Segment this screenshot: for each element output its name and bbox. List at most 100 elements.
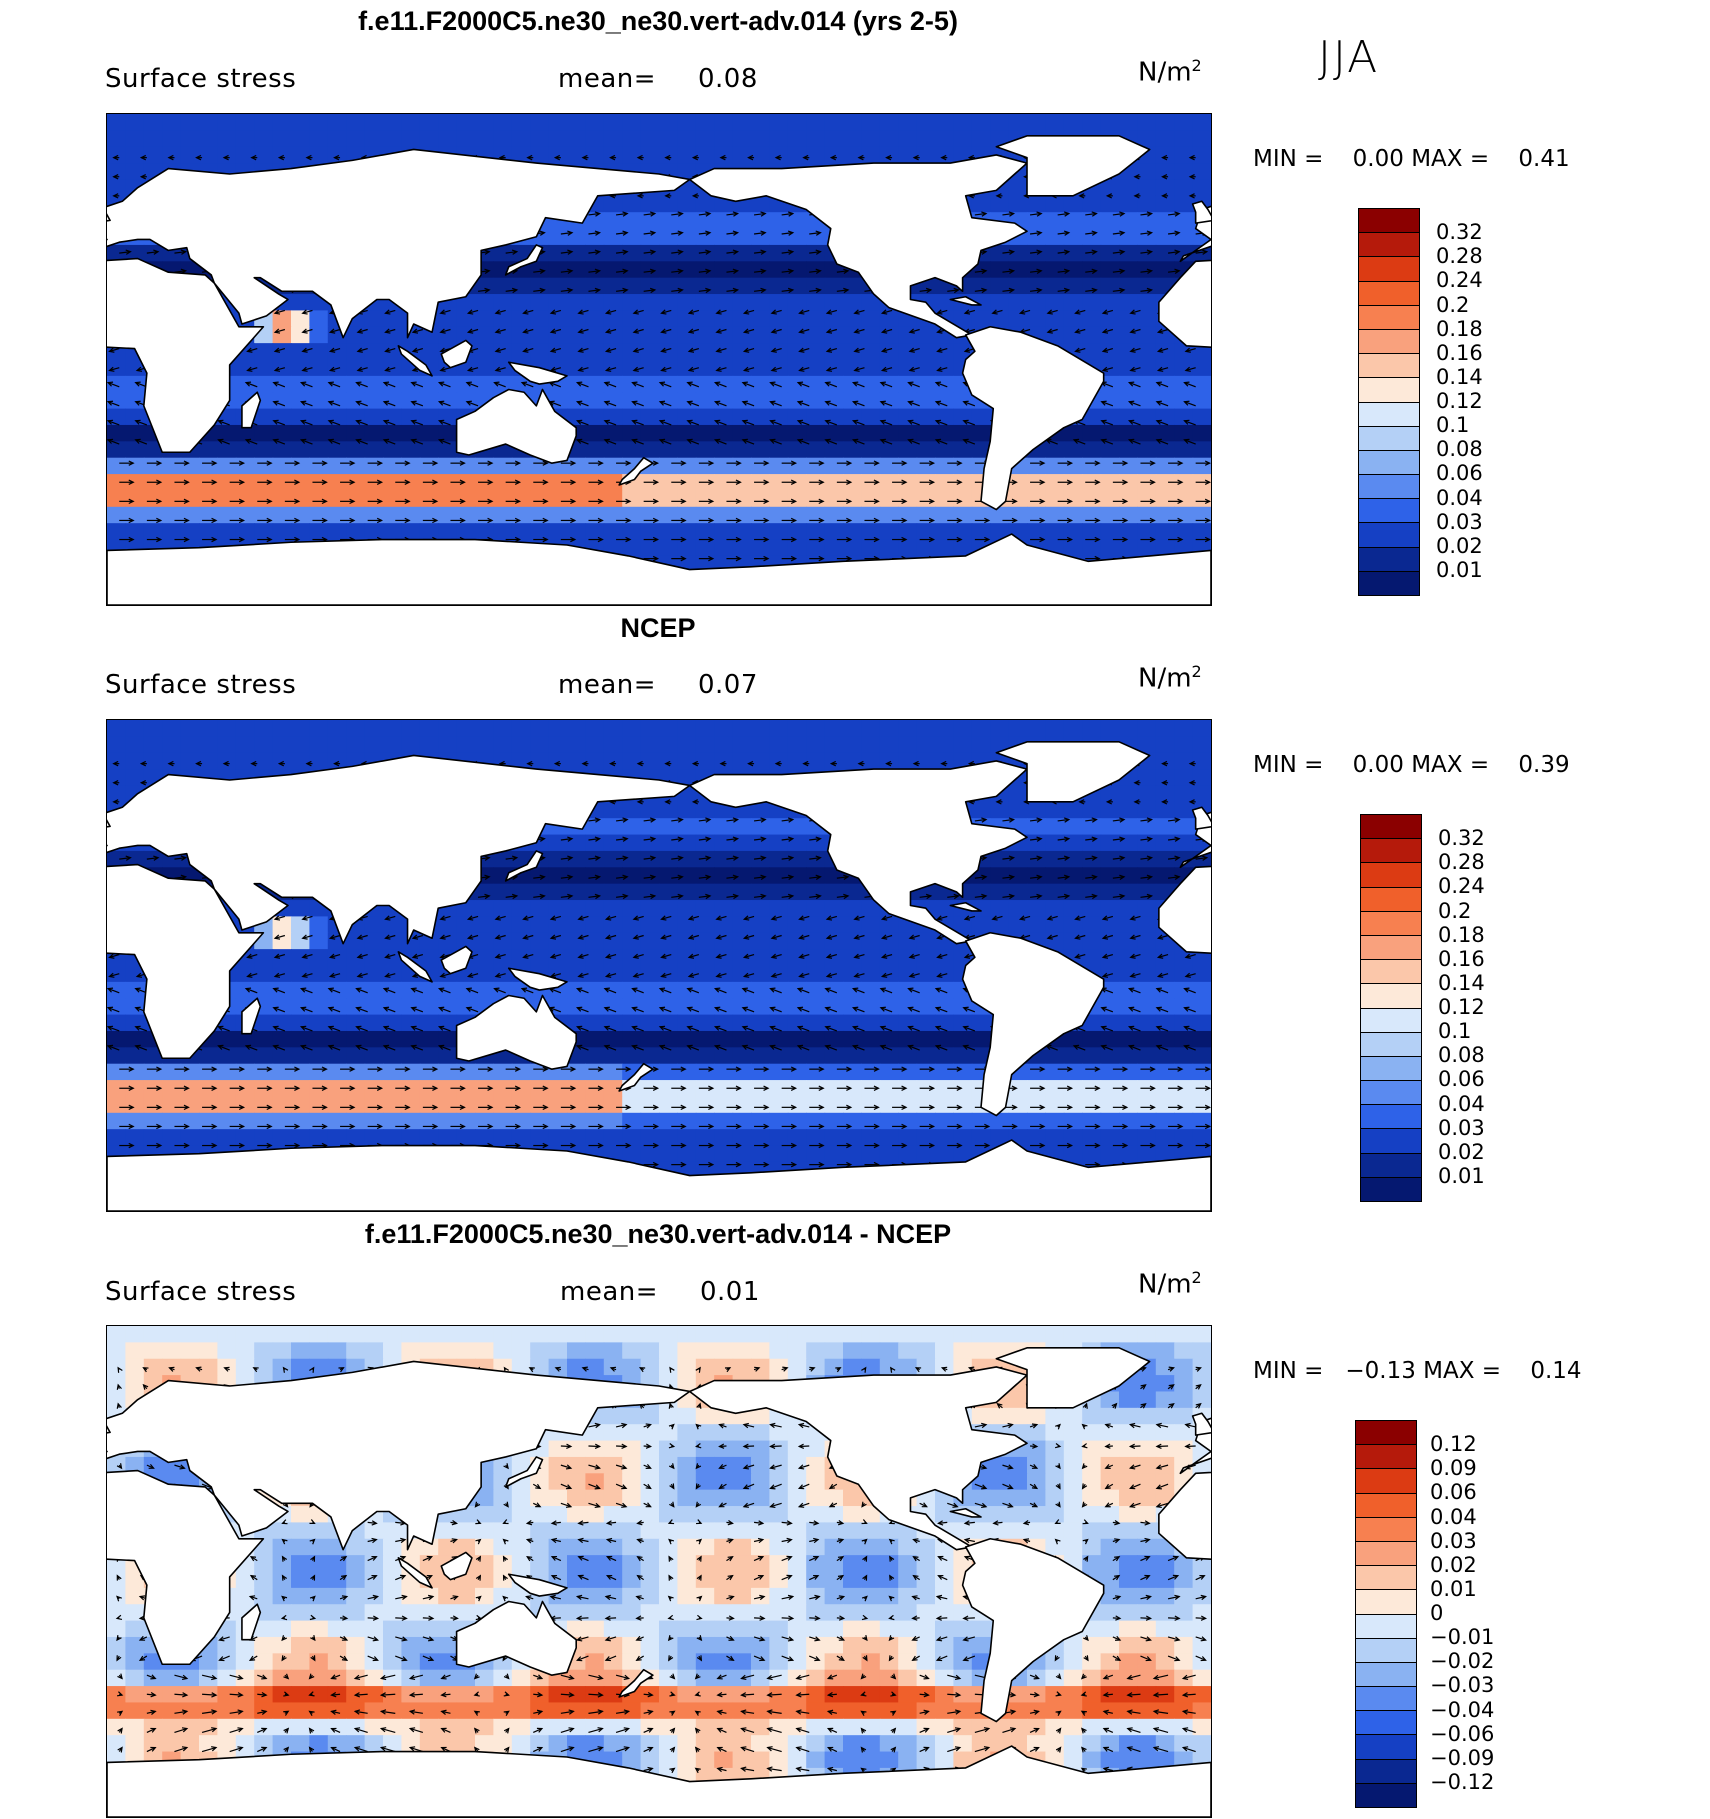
landmass-borneo	[440, 945, 473, 975]
colorbar-tick-label: 0.16	[1436, 340, 1483, 365]
colorbar-tick-label: 0.06	[1436, 461, 1483, 486]
colorbar-tick-label: 0.24	[1436, 268, 1483, 293]
colorbar-tick-label: 0.2	[1436, 292, 1470, 317]
landmass-africa	[1158, 865, 1211, 954]
colorbar-swatch	[1359, 499, 1419, 524]
landmass-cuba	[949, 295, 982, 306]
panel-3-max-label: MAX =	[1423, 1358, 1502, 1384]
landmass-borneo	[440, 339, 473, 369]
panel-3-min-label: MIN =	[1253, 1358, 1324, 1384]
colorbar-swatch	[1361, 839, 1421, 864]
colorbar-tick-label: −0.02	[1430, 1649, 1495, 1674]
colorbar-tick-label: −0.06	[1430, 1721, 1495, 1746]
colorbar-tick-label: 0.02	[1436, 533, 1483, 558]
landmass-nz	[618, 1062, 654, 1092]
colorbar-tick-label: 0.32	[1438, 826, 1485, 851]
colorbar-swatch	[1356, 1614, 1416, 1639]
panel-2-map-svg	[107, 720, 1211, 1211]
panel-2-max-value: 0.39	[1518, 752, 1570, 778]
panel-1-variable: Surface stress	[105, 64, 297, 94]
colorbar-tick-label: 0.01	[1436, 557, 1483, 582]
panel-2-minmax: MIN = 0.00 MAX = 0.39	[1253, 752, 1570, 778]
colorbar-tick-label: 0.14	[1436, 364, 1483, 389]
panel-3-max-value: 0.14	[1530, 1358, 1582, 1384]
colorbar-swatch	[1359, 354, 1419, 379]
panel-3-min-value: −0.13	[1345, 1358, 1416, 1384]
panel-1-max-label: MAX =	[1411, 146, 1490, 172]
colorbar-swatch	[1356, 1687, 1416, 1712]
colorbar-tick-label: 0.06	[1430, 1480, 1477, 1505]
colorbar-swatch	[1359, 329, 1419, 355]
colorbar-tick-label: 0.01	[1430, 1576, 1477, 1601]
colorbar-tick-label: −0.04	[1430, 1697, 1495, 1722]
landmass-australia	[455, 388, 578, 464]
panel-3-units: N/m2	[1138, 1268, 1202, 1300]
landmass-madagascar	[241, 1603, 262, 1641]
colorbar-swatch	[1359, 426, 1419, 451]
colorbar-swatch	[1356, 1517, 1416, 1542]
landmass-africa	[107, 257, 265, 454]
panel-1-units: N/m2	[1138, 56, 1202, 88]
colorbar-tick-label: 0.01	[1438, 1163, 1485, 1188]
colorbar-swatch	[1356, 1566, 1416, 1591]
landmass-greenland	[995, 1347, 1151, 1409]
landmass-borneo	[440, 1551, 473, 1581]
landmass-sumatra	[397, 951, 433, 983]
colorbar-swatch	[1361, 1032, 1421, 1057]
colorbar-tick-label: 0.03	[1436, 509, 1483, 534]
colorbar-tick-label: 0.28	[1436, 244, 1483, 269]
colorbar-swatch	[1359, 523, 1419, 548]
panel-1-colorbar	[1358, 208, 1420, 596]
panel-3-minmax: MIN = −0.13 MAX = 0.14	[1253, 1358, 1582, 1384]
landmass-japan	[504, 1456, 544, 1488]
landmass-south_america	[961, 1537, 1105, 1723]
colorbar-tick-label: 0.06	[1438, 1067, 1485, 1092]
panel-3-map	[106, 1325, 1212, 1818]
colorbar-swatch	[1361, 960, 1421, 985]
panel-2-units: N/m2	[1138, 662, 1202, 694]
panel-1-min-value: 0.00	[1352, 146, 1404, 172]
landmass-japan	[504, 850, 544, 882]
colorbar-swatch	[1359, 547, 1419, 572]
colorbar-swatch	[1356, 1638, 1416, 1663]
colorbar-tick-label: 0.18	[1436, 316, 1483, 341]
panel-1-map-svg	[107, 114, 1211, 605]
colorbar-tick-label: 0.04	[1436, 485, 1483, 510]
landmass-africa	[107, 863, 265, 1060]
colorbar-swatch	[1356, 1445, 1416, 1470]
colorbar-tick-label: −0.12	[1430, 1769, 1495, 1794]
colorbar-tick-label: 0.12	[1438, 995, 1485, 1019]
landmass-africa	[1158, 1471, 1211, 1560]
colorbar-swatch	[1359, 571, 1419, 595]
colorbar-tick-label: 0.1	[1436, 413, 1470, 438]
landmass-greenland	[995, 135, 1151, 197]
landmass-antarctica	[107, 1139, 1211, 1211]
colorbar-tick-label: 0.09	[1430, 1456, 1477, 1481]
colorbar-tick-label: 0.18	[1438, 922, 1485, 947]
colorbar-tick-label: −0.01	[1430, 1625, 1495, 1650]
landmass-sumatra	[397, 1557, 433, 1589]
colorbar-swatch	[1359, 475, 1419, 500]
panel-2-mean-label: mean=	[558, 670, 657, 700]
colorbar-tick-label: 0.12	[1430, 1432, 1477, 1457]
colorbar-swatch	[1359, 233, 1419, 258]
panel-3-map-svg	[107, 1326, 1211, 1817]
landmass-africa	[1158, 259, 1211, 348]
panel-1-title: f.e11.F2000C5.ne30_ne30.vert-adv.014 (yr…	[358, 6, 958, 36]
colorbar-tick-label: 0.04	[1430, 1504, 1477, 1529]
colorbar-swatch	[1359, 378, 1419, 403]
colorbar-tick-label: −0.03	[1430, 1673, 1495, 1698]
landmass-uk	[107, 819, 111, 828]
landmass-uk	[1191, 1412, 1211, 1436]
landmass-nz	[618, 456, 654, 486]
colorbar-swatch	[1359, 209, 1419, 234]
panel-1-max-value: 0.41	[1518, 146, 1570, 172]
landmass-madagascar	[241, 391, 262, 429]
colorbar-tick-label: 0.08	[1438, 1043, 1485, 1068]
colorbar-tick-label: 0.16	[1438, 946, 1485, 971]
colorbar-swatch	[1356, 1493, 1416, 1518]
colorbar-swatch	[1361, 1129, 1421, 1154]
colorbar-swatch	[1361, 1081, 1421, 1106]
panel-3-variable: Surface stress	[105, 1277, 297, 1307]
panel-1-min-label: MIN =	[1253, 146, 1324, 172]
